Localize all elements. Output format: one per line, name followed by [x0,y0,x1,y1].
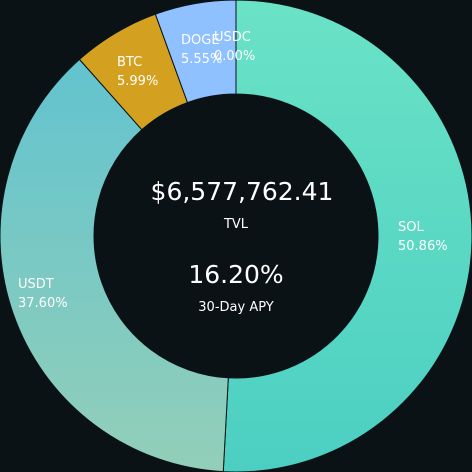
slice-label-usdt: USDT [18,277,54,292]
slice-usdt[interactable] [0,58,229,472]
slice-label-usdc: USDC [214,30,251,45]
slice-percent-doge: 5.55% [181,52,222,67]
tvl-label: TVL [223,217,249,232]
tvl-value: $6,577,762.41 [151,177,334,206]
slice-sol[interactable] [222,0,472,472]
slice-percent-sol: 50.86% [398,239,448,254]
slice-label-sol: SOL [398,220,424,235]
slice-doge[interactable] [154,0,237,104]
center-summary: $6,577,762.41 TVL 16.20% 30-Day APY [151,177,334,315]
slice-label-doge: DOGE [181,33,220,48]
slice-label-btc: BTC [117,55,142,70]
slice-labels: SOL 50.86% USDT 37.60% BTC 5.99% DOGE 5.55% USDC… [18,30,448,311]
apy-label: 30-Day APY [198,300,273,315]
slice-percent-btc: 5.99% [117,74,158,89]
slice-percent-usdt: 37.60% [18,296,68,311]
apy-value: 16.20% [188,260,283,289]
slice-percent-usdc: 0.00% [214,49,255,64]
